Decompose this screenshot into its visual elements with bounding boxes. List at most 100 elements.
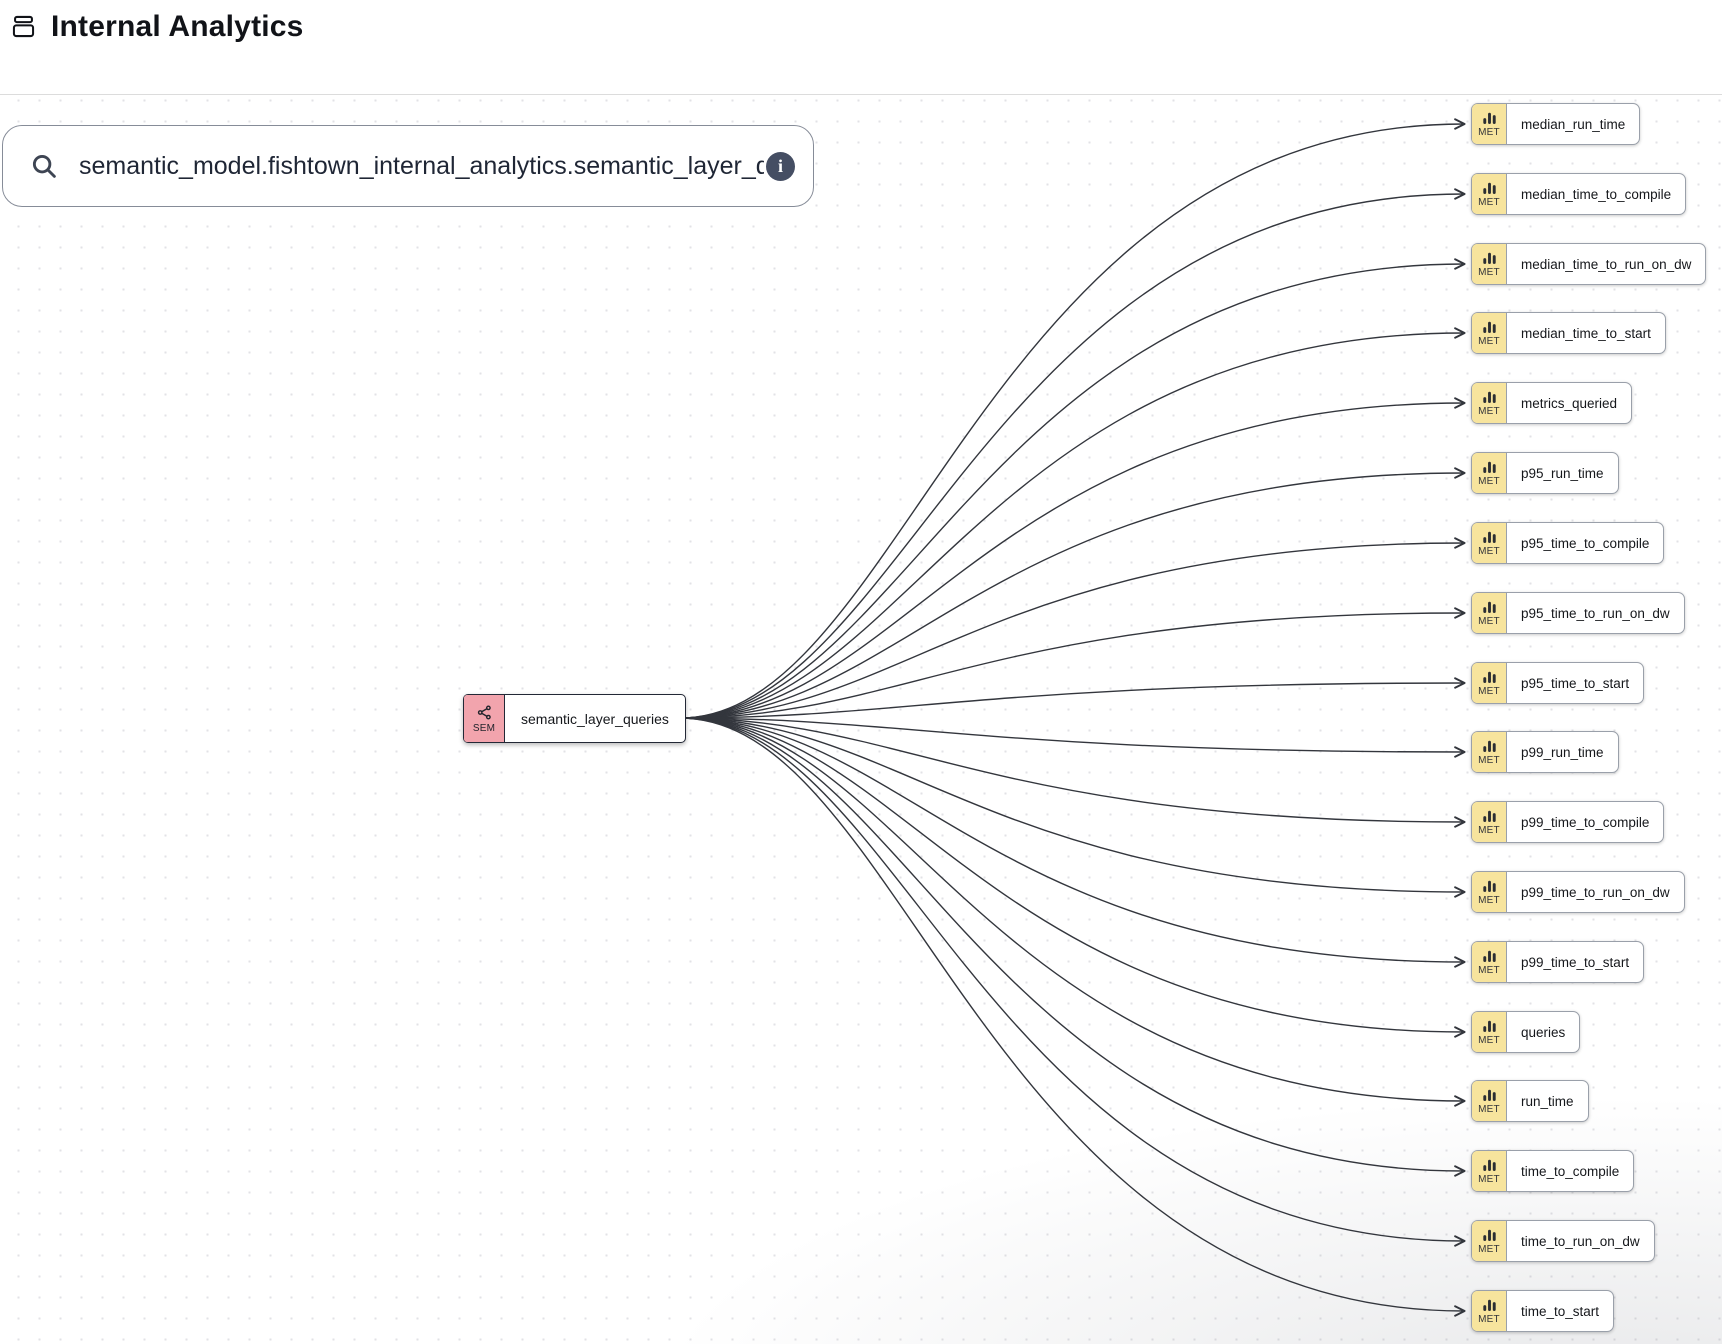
metric-icon bbox=[1482, 530, 1497, 545]
semantic-model-node[interactable]: SEM semantic_layer_queries bbox=[463, 694, 686, 743]
met-badge: MET bbox=[1472, 523, 1507, 563]
metric-icon bbox=[1482, 879, 1497, 894]
metric-node[interactable]: MET median_time_to_run_on_dw bbox=[1471, 243, 1707, 285]
metric-node-label: p95_time_to_run_on_dw bbox=[1521, 605, 1670, 621]
metric-node[interactable]: MET p99_time_to_compile bbox=[1471, 801, 1665, 843]
met-badge-label: MET bbox=[1478, 405, 1500, 417]
met-badge-label: MET bbox=[1478, 475, 1500, 487]
metric-icon bbox=[1482, 390, 1497, 405]
metric-node[interactable]: MET p99_time_to_run_on_dw bbox=[1471, 871, 1685, 913]
met-badge-label: MET bbox=[1478, 964, 1500, 976]
sem-badge-label: SEM bbox=[472, 722, 496, 734]
search-icon bbox=[29, 151, 59, 181]
metric-node[interactable]: MET queries bbox=[1471, 1011, 1581, 1053]
metric-node-label: p99_time_to_compile bbox=[1521, 814, 1650, 830]
metric-icon bbox=[1482, 111, 1497, 126]
metric-icon bbox=[1482, 809, 1497, 824]
met-badge: MET bbox=[1472, 104, 1507, 144]
met-badge: MET bbox=[1472, 453, 1507, 493]
metric-node[interactable]: MET run_time bbox=[1471, 1080, 1589, 1122]
met-badge: MET bbox=[1472, 593, 1507, 633]
metric-node-label: p95_time_to_compile bbox=[1521, 535, 1650, 551]
metric-node[interactable]: MET time_to_start bbox=[1471, 1290, 1615, 1332]
met-badge: MET bbox=[1472, 663, 1507, 703]
met-badge: MET bbox=[1472, 174, 1507, 214]
metric-node[interactable]: MET p95_time_to_start bbox=[1471, 662, 1645, 704]
met-badge-label: MET bbox=[1478, 196, 1500, 208]
metric-node-label: queries bbox=[1521, 1024, 1566, 1040]
metric-node-label: median_time_to_compile bbox=[1521, 186, 1672, 202]
metric-node-label: time_to_compile bbox=[1521, 1163, 1620, 1179]
met-badge-label: MET bbox=[1478, 894, 1500, 906]
met-badge-label: MET bbox=[1478, 126, 1500, 138]
met-badge: MET bbox=[1472, 1151, 1507, 1191]
sem-badge: SEM bbox=[464, 695, 505, 742]
metric-node-label: p95_time_to_start bbox=[1521, 675, 1630, 691]
metric-node-label: metrics_queried bbox=[1521, 395, 1618, 411]
metric-node[interactable]: MET median_time_to_start bbox=[1471, 312, 1666, 354]
metric-node[interactable]: MET p95_time_to_compile bbox=[1471, 522, 1665, 564]
met-badge: MET bbox=[1472, 942, 1507, 982]
met-badge-label: MET bbox=[1478, 335, 1500, 347]
metric-node[interactable]: MET median_time_to_compile bbox=[1471, 173, 1687, 215]
met-badge-label: MET bbox=[1478, 1034, 1500, 1046]
metric-node[interactable]: MET p99_time_to_start bbox=[1471, 941, 1645, 983]
met-badge-label: MET bbox=[1478, 1173, 1500, 1185]
metric-icon bbox=[1482, 739, 1497, 754]
met-badge-label: MET bbox=[1478, 1313, 1500, 1325]
metric-node[interactable]: MET median_run_time bbox=[1471, 103, 1641, 145]
metric-node[interactable]: MET time_to_run_on_dw bbox=[1471, 1220, 1655, 1262]
metric-node[interactable]: MET p95_time_to_run_on_dw bbox=[1471, 592, 1685, 634]
metric-node[interactable]: MET metrics_queried bbox=[1471, 382, 1633, 424]
metric-icon bbox=[1482, 460, 1497, 475]
met-badge-label: MET bbox=[1478, 1103, 1500, 1115]
metric-icon bbox=[1482, 949, 1497, 964]
metric-node-label: p95_run_time bbox=[1521, 465, 1604, 481]
metric-icon bbox=[1482, 1228, 1497, 1243]
metric-icon bbox=[1482, 1088, 1497, 1103]
metric-icon bbox=[1482, 670, 1497, 685]
metric-icon bbox=[1482, 1019, 1497, 1034]
semantic-model-node-label: semantic_layer_queries bbox=[521, 710, 669, 727]
met-badge-label: MET bbox=[1478, 545, 1500, 557]
metric-node-label: median_run_time bbox=[1521, 116, 1626, 132]
metric-node-label: p99_time_to_start bbox=[1521, 954, 1630, 970]
met-badge: MET bbox=[1472, 1012, 1507, 1052]
metric-node-label: median_time_to_start bbox=[1521, 325, 1651, 341]
metric-icon bbox=[1482, 1158, 1497, 1173]
info-icon[interactable]: i bbox=[766, 151, 795, 181]
met-badge-label: MET bbox=[1478, 615, 1500, 627]
page-header: Internal Analytics bbox=[0, 0, 1722, 95]
metric-node[interactable]: MET time_to_compile bbox=[1471, 1150, 1635, 1192]
semantic-model-icon bbox=[476, 704, 493, 721]
metric-node-label: time_to_run_on_dw bbox=[1521, 1233, 1640, 1249]
metric-node-label: p99_run_time bbox=[1521, 744, 1604, 760]
metric-node[interactable]: MET p95_run_time bbox=[1471, 452, 1619, 494]
metric-icon bbox=[1482, 600, 1497, 615]
metric-node-label: median_time_to_run_on_dw bbox=[1521, 256, 1692, 272]
search-box: i bbox=[2, 125, 814, 207]
metric-node-label: run_time bbox=[1521, 1093, 1574, 1109]
metric-icon bbox=[1482, 320, 1497, 335]
environment-icon bbox=[10, 13, 37, 45]
metric-node[interactable]: MET p99_run_time bbox=[1471, 731, 1619, 773]
search-input[interactable] bbox=[77, 150, 766, 182]
met-badge: MET bbox=[1472, 802, 1507, 842]
metric-icon bbox=[1482, 1298, 1497, 1313]
page-title: Internal Analytics bbox=[51, 10, 304, 43]
met-badge-label: MET bbox=[1478, 1243, 1500, 1255]
met-badge: MET bbox=[1472, 313, 1507, 353]
met-badge: MET bbox=[1472, 1291, 1507, 1331]
metric-icon bbox=[1482, 251, 1497, 266]
met-badge: MET bbox=[1472, 1081, 1507, 1121]
met-badge: MET bbox=[1472, 383, 1507, 423]
met-badge-label: MET bbox=[1478, 685, 1500, 697]
met-badge: MET bbox=[1472, 872, 1507, 912]
met-badge: MET bbox=[1472, 244, 1507, 284]
metric-node-label: time_to_start bbox=[1521, 1303, 1600, 1319]
metric-icon bbox=[1482, 181, 1497, 196]
met-badge-label: MET bbox=[1478, 266, 1500, 278]
met-badge-label: MET bbox=[1478, 754, 1500, 766]
met-badge: MET bbox=[1472, 732, 1507, 772]
met-badge-label: MET bbox=[1478, 824, 1500, 836]
